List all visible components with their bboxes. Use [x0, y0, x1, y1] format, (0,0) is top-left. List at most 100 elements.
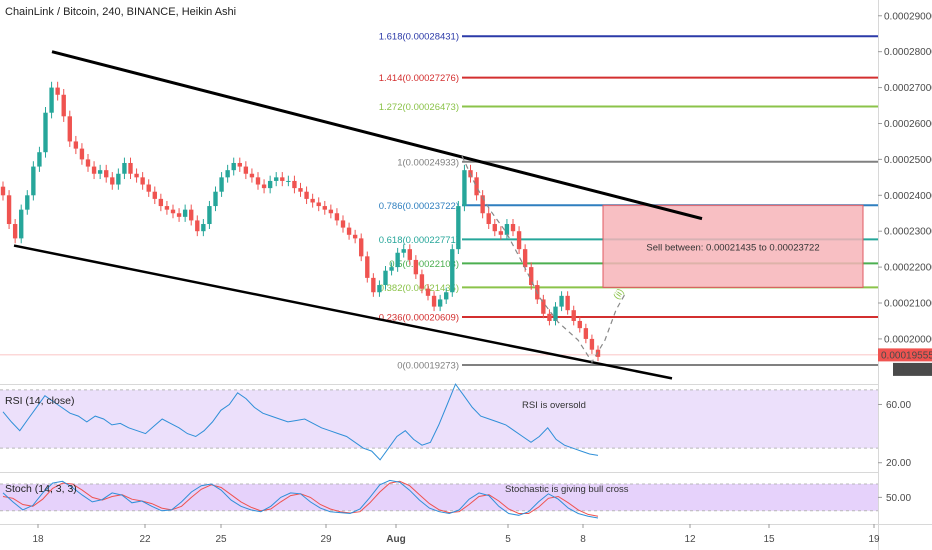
candle — [140, 177, 145, 185]
candle — [261, 184, 267, 189]
candle — [128, 162, 133, 174]
countdown-value: 01:47:40 — [895, 365, 932, 376]
candle — [395, 252, 400, 268]
candle — [91, 166, 97, 174]
candle — [104, 170, 109, 178]
stoch-title: Stoch (14, 3, 3) — [5, 483, 77, 495]
candle — [110, 177, 115, 185]
sell-zone-box — [602, 204, 864, 288]
fib-label: 1(0.00024933) — [397, 157, 459, 168]
time-tick-label: 22 — [139, 534, 151, 545]
candle — [437, 299, 443, 307]
candle — [589, 338, 595, 350]
candle — [474, 177, 479, 196]
candle — [565, 295, 570, 311]
candle — [419, 274, 425, 289]
candle — [182, 209, 188, 217]
candle — [365, 256, 370, 278]
candle — [146, 184, 151, 192]
candle — [431, 295, 437, 307]
fib-label: 0.786(0.00023722) — [379, 201, 459, 212]
channel-upper-trendline — [51, 50, 703, 221]
fib-label: 0(0.00019273) — [397, 361, 459, 372]
candle — [340, 220, 346, 228]
candle — [492, 224, 497, 232]
candle — [346, 227, 352, 235]
rsi-line — [2, 383, 599, 461]
candle — [237, 162, 242, 167]
fib-label: 0.618(0.00022771) — [379, 235, 459, 246]
candle — [12, 224, 18, 239]
candle — [79, 148, 85, 160]
candle — [243, 166, 249, 174]
time-tick-label: 15 — [763, 534, 775, 545]
price-tick-label: 0.00020000 — [884, 334, 932, 345]
candle — [413, 259, 419, 275]
candle — [85, 159, 91, 167]
candle — [176, 213, 182, 217]
price-tick-label: 0.00029000 — [884, 11, 932, 22]
candle — [498, 231, 504, 235]
candle — [6, 195, 12, 225]
candle — [189, 209, 194, 221]
fib-label: 0.5(0.00022103) — [389, 259, 459, 270]
candle — [310, 198, 315, 203]
candle — [304, 191, 309, 199]
candle — [541, 299, 546, 314]
candle — [516, 231, 522, 250]
candle — [559, 295, 564, 307]
candle — [122, 162, 127, 174]
price-tick-label: 0.00027000 — [884, 83, 932, 94]
candle — [529, 267, 534, 286]
candle — [116, 173, 121, 185]
stoch-band — [0, 483, 878, 511]
rsi-title: RSI (14, close) — [5, 395, 74, 407]
candle — [510, 224, 516, 232]
sell-zone-label: Sell between: 0.00021435 to 0.00023722 — [646, 242, 819, 253]
candle — [352, 234, 358, 239]
candle — [43, 112, 48, 153]
stoch-k-line — [2, 479, 599, 519]
price-tick-label: 0.00025000 — [884, 155, 932, 166]
candle — [425, 288, 431, 296]
time-tick-label: 25 — [215, 534, 227, 545]
candle — [486, 213, 491, 225]
current-price-tag — [878, 348, 932, 362]
fib-label: 1.414(0.00027276) — [379, 73, 459, 84]
candle — [401, 249, 406, 253]
candle — [571, 310, 576, 321]
candle — [231, 162, 236, 171]
candle — [334, 213, 340, 221]
candle — [207, 206, 212, 225]
candle — [19, 209, 24, 239]
price-tick-label: 0.00024000 — [884, 191, 932, 202]
time-tick-label: 18 — [32, 534, 44, 545]
stoch-annotation: Stochastic is giving bull cross — [505, 484, 629, 495]
candle — [547, 313, 552, 321]
candle — [152, 191, 157, 199]
candle — [158, 198, 164, 207]
candle — [0, 186, 6, 196]
stoch-tick-label: 50.00 — [886, 493, 911, 504]
candle — [31, 166, 36, 196]
candle — [97, 170, 103, 174]
time-tick-label: 5 — [505, 534, 511, 545]
time-tick-label: 19 — [868, 534, 880, 545]
price-tick-label: 0.00022000 — [884, 263, 932, 274]
price-tick-label: 0.00023000 — [884, 227, 932, 238]
candle — [134, 173, 139, 178]
candle — [67, 116, 72, 142]
candle — [61, 94, 66, 117]
candle — [322, 206, 327, 210]
candle — [267, 180, 273, 189]
wave-label: (ii) — [611, 287, 626, 302]
rsi-annotation: RSI is oversold — [522, 400, 586, 411]
projection-path — [461, 155, 626, 364]
fib-label: 1.272(0.00026473) — [379, 102, 459, 113]
channel-lower-trendline — [13, 244, 673, 380]
price-tick-label: 0.00021000 — [884, 299, 932, 310]
candle — [316, 202, 321, 207]
candle — [213, 191, 218, 207]
candle — [255, 177, 261, 185]
